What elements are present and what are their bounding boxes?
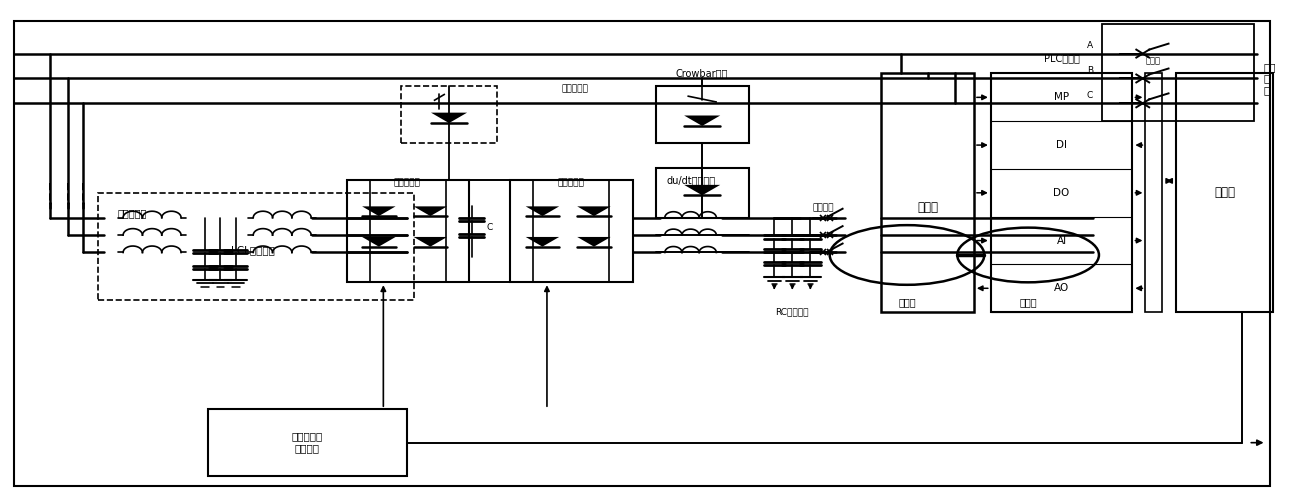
Text: 上位机: 上位机 [1215, 186, 1235, 200]
Text: 网侧接触器: 网侧接触器 [117, 208, 147, 218]
Polygon shape [361, 237, 395, 246]
Text: 机侧变流器: 机侧变流器 [558, 178, 585, 188]
Text: 网侧变流器: 网侧变流器 [394, 178, 421, 188]
Text: A: A [1087, 41, 1093, 50]
Text: 电动机: 电动机 [1020, 297, 1037, 307]
Bar [656, 86, 749, 143]
Text: AO: AO [1053, 284, 1069, 294]
Bar [346, 180, 469, 282]
Text: 并网开关: 并网开关 [812, 203, 834, 212]
Polygon shape [413, 206, 447, 216]
Text: 励磁变流器
的控制器: 励磁变流器 的控制器 [290, 432, 323, 453]
Text: Crowbar电路: Crowbar电路 [676, 68, 728, 78]
Polygon shape [413, 237, 447, 246]
Polygon shape [684, 185, 720, 196]
Polygon shape [577, 237, 611, 246]
Bar [208, 409, 407, 476]
Text: 以太网: 以太网 [1145, 56, 1161, 66]
Text: C: C [487, 222, 493, 232]
Polygon shape [577, 206, 611, 216]
Bar [1101, 24, 1254, 120]
Polygon shape [361, 206, 395, 216]
Text: DI: DI [1056, 140, 1068, 150]
Polygon shape [525, 206, 559, 216]
Bar [1145, 74, 1162, 312]
Text: 发电机: 发电机 [899, 297, 915, 307]
Text: 交流
电
网: 交流 电 网 [1264, 62, 1277, 95]
Text: C: C [1087, 91, 1093, 100]
Polygon shape [525, 237, 559, 246]
Polygon shape [684, 116, 720, 126]
Bar [510, 180, 633, 282]
Text: 变频器: 变频器 [917, 201, 939, 214]
Text: B: B [1087, 66, 1093, 75]
Bar [990, 74, 1132, 312]
Polygon shape [431, 112, 467, 123]
Text: AI: AI [1056, 236, 1066, 246]
Text: LCL滤波电路: LCL滤波电路 [231, 245, 275, 255]
Bar [656, 168, 749, 218]
Bar [882, 74, 973, 312]
Bar [98, 193, 413, 300]
Bar [1176, 74, 1273, 312]
Text: 预充电电路: 预充电电路 [562, 84, 589, 93]
Text: MP: MP [1053, 92, 1069, 102]
Text: PLC控制器: PLC控制器 [1043, 54, 1079, 64]
Bar [400, 86, 497, 143]
Text: DO: DO [1053, 188, 1070, 198]
Text: du/dt滤波电路: du/dt滤波电路 [666, 176, 715, 186]
Text: RC滤波电路: RC滤波电路 [776, 308, 809, 316]
